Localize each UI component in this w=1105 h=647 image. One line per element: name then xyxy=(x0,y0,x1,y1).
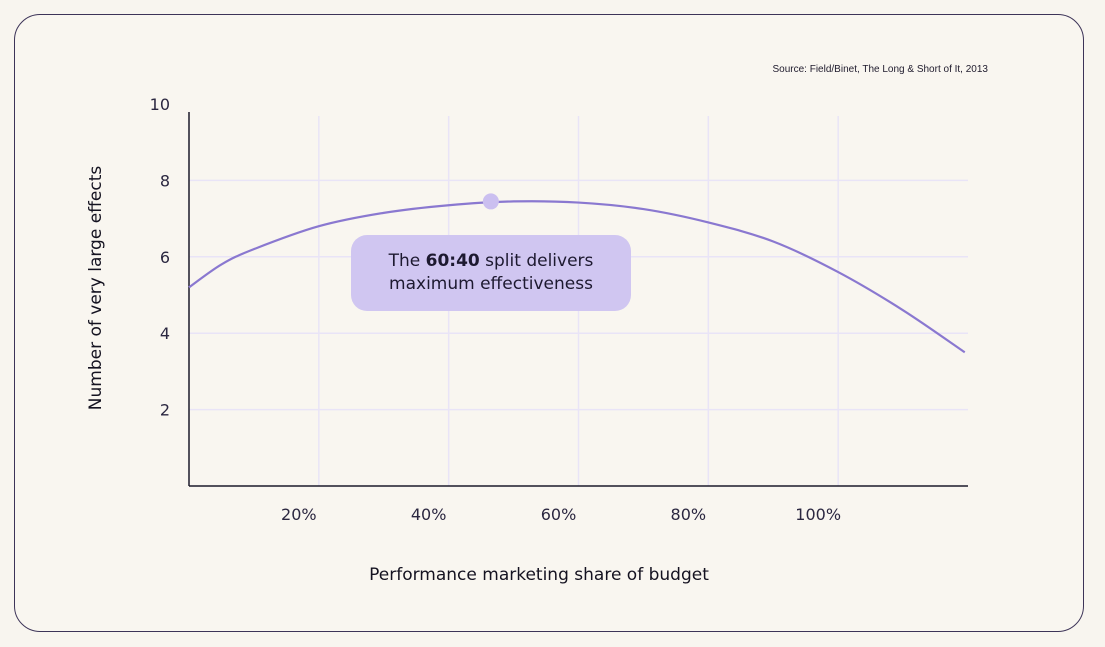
x-tick-label: 100% xyxy=(795,505,841,524)
y-tick-labels: 2 4 6 8 10 xyxy=(150,95,170,420)
x-tick-label: 20% xyxy=(281,505,317,524)
callout-box: The 60:40 split delivers maximum effecti… xyxy=(351,235,631,311)
series-layer xyxy=(188,193,966,354)
peak-marker xyxy=(482,193,499,210)
callout-line2: maximum effectiveness xyxy=(389,274,593,294)
y-tick-label: 8 xyxy=(160,171,170,190)
y-tick-label: 2 xyxy=(160,401,170,420)
y-axis-title: Number of very large effects xyxy=(86,165,106,411)
x-tick-labels: 20% 40% 60% 80% 100% xyxy=(281,505,841,524)
x-tick-label: 80% xyxy=(671,505,707,524)
x-axis-title: Performance marketing share of budget xyxy=(369,565,709,585)
y-tick-label: 10 xyxy=(150,95,170,114)
x-tick-label: 40% xyxy=(411,505,447,524)
y-tick-label: 6 xyxy=(160,248,170,267)
chart-card xyxy=(14,14,1084,632)
callout-prefix: The xyxy=(388,251,426,271)
source-note: Source: Field/Binet, The Long & Short of… xyxy=(772,64,988,75)
y-tick-label: 4 xyxy=(160,324,170,343)
series-line xyxy=(188,200,966,354)
callout-highlight: 60:40 xyxy=(425,251,480,271)
axes xyxy=(188,112,968,487)
callout-line1-suffix: split delivers xyxy=(479,251,594,271)
x-tick-label: 60% xyxy=(541,505,577,524)
